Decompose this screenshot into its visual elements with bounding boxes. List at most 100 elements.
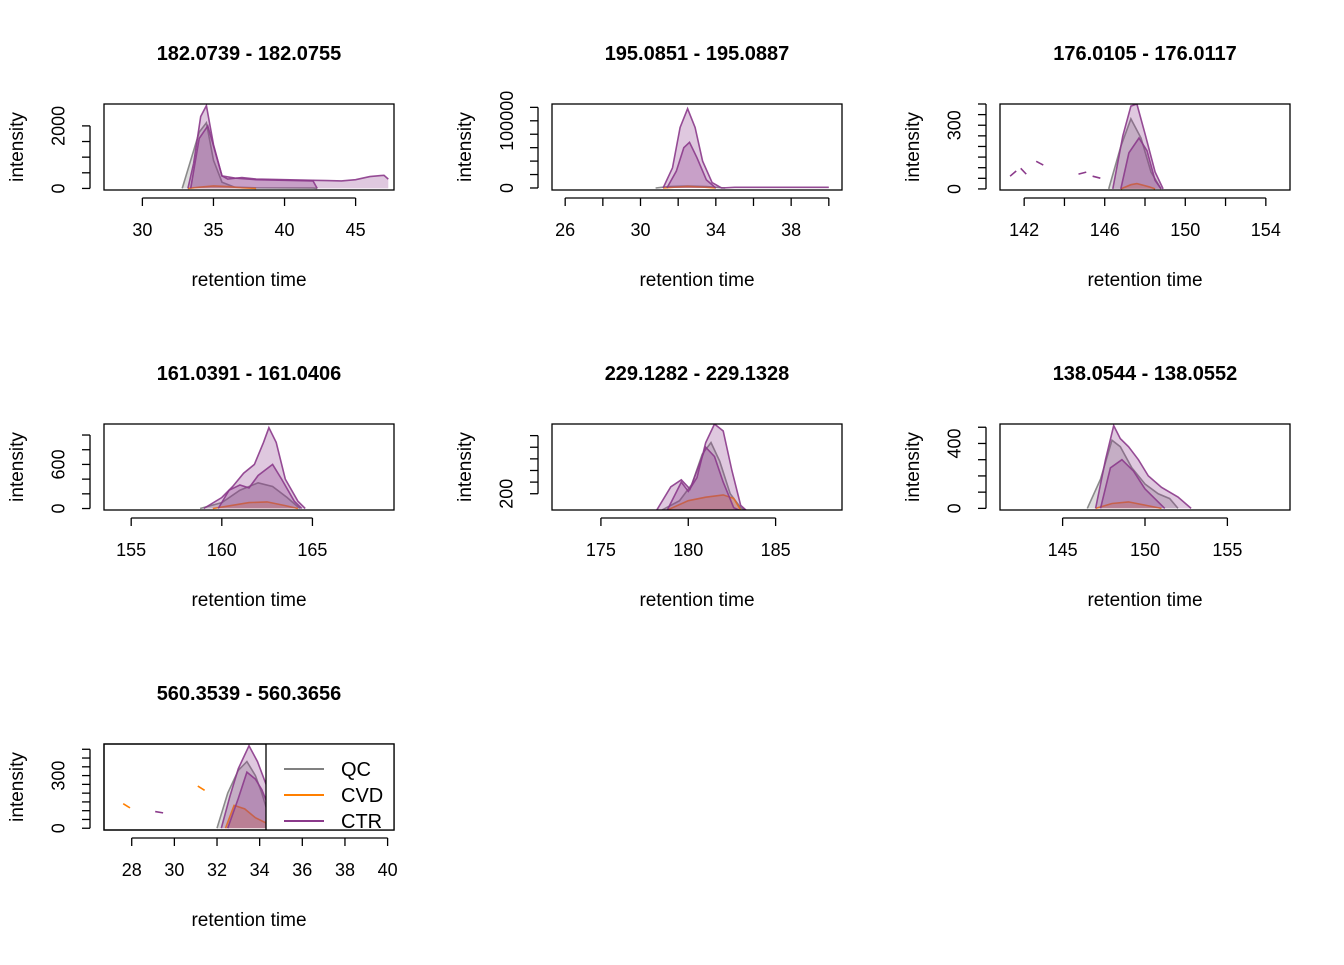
y-tick-label: 2000 — [49, 106, 69, 146]
y-tick-label: 0 — [49, 183, 69, 193]
plot-frame — [103, 103, 395, 191]
y-axis-label: intensity — [903, 432, 924, 502]
x-tick-label: 30 — [164, 860, 184, 880]
peak-line-ctr-4 — [217, 463, 303, 510]
x-tick-label: 26 — [555, 220, 575, 240]
plot-area — [656, 424, 747, 510]
x-tick-label: 185 — [761, 540, 791, 560]
chart-panel-1: 182.0739 - 182.0755 30 35 40 45 retention tim… — [7, 43, 395, 291]
plot-frame — [551, 423, 843, 511]
x-tick-label: 34 — [250, 860, 270, 880]
x-tick-label: 34 — [706, 220, 726, 240]
peak-line-ctr-4 — [1099, 458, 1166, 509]
peak-line-cvd-2 — [663, 185, 716, 189]
y-tick-label: 0 — [945, 503, 965, 513]
peak-line-qc-1 — [216, 760, 267, 829]
y-tick-label: 0 — [497, 183, 517, 193]
plot-frame — [999, 103, 1291, 191]
x-tick-label: 150 — [1170, 220, 1200, 240]
peak-line-ctr-4 — [226, 770, 267, 829]
y-tick-label: 300 — [945, 110, 965, 140]
chart-title: 138.0544 - 138.0552 — [1053, 363, 1238, 385]
y-axis-label: intensity — [7, 752, 28, 822]
x-tick-label: 180 — [673, 540, 703, 560]
plot-area — [1086, 424, 1192, 510]
x-axis-label: retention time — [191, 270, 306, 291]
chart-panel-5: 229.1282 - 229.1328 175 180 185 retention ti… — [455, 363, 843, 611]
plot-frame-overlay — [103, 743, 395, 831]
chart-panel-7: 560.3539 - 560.3656 28 30 32 34 36 38 40 retenti… — [7, 683, 398, 931]
peak-line-cvd-2 — [224, 804, 267, 829]
peak-line-ctr-3 — [220, 744, 267, 829]
dashed-trace-cvd-3 — [197, 785, 210, 795]
peak-line-ctr-4 — [656, 445, 740, 510]
x-tick-label: 32 — [207, 860, 227, 880]
chart-title: 229.1282 - 229.1328 — [605, 363, 790, 385]
peak-line-ctr-4 — [1120, 136, 1162, 190]
legend-background — [266, 744, 394, 830]
y-axis-label: intensity — [7, 112, 28, 182]
peak-line-cvd-2 — [187, 185, 257, 190]
peak-area-ctr-3 — [221, 745, 267, 829]
peak-area-cvd-2 — [225, 805, 267, 829]
chart-panel-3: 176.0105 - 176.0117 142 146 150 154 retention… — [903, 43, 1291, 291]
plot-area — [122, 744, 267, 829]
peak-line-cvd-2 — [1095, 501, 1162, 510]
peak-area-ctr-4 — [227, 772, 267, 829]
legend-label-qc: QC — [341, 759, 371, 781]
y-tick-label: 600 — [49, 449, 69, 479]
plot-area — [181, 104, 389, 190]
y-tick-label: 200 — [497, 479, 517, 509]
plot-area — [655, 106, 829, 189]
plot-area — [1009, 104, 1164, 190]
peak-area-qc-1 — [662, 442, 746, 510]
x-tick-label: 145 — [1048, 540, 1078, 560]
peak-area-qc-1 — [1108, 118, 1162, 189]
x-axis-label: retention time — [1087, 590, 1202, 611]
y-axis-label: intensity — [455, 112, 476, 182]
y-tick-label: 300 — [49, 761, 69, 791]
peak-line-ctr-3 — [662, 106, 829, 189]
x-tick-label: 38 — [335, 860, 355, 880]
peak-area-ctr-4 — [666, 142, 716, 188]
x-tick-label: 28 — [122, 860, 142, 880]
x-axis-label: retention time — [639, 270, 754, 291]
x-tick-label: 142 — [1009, 220, 1039, 240]
peak-area-ctr-4 — [218, 464, 302, 509]
dashed-trace-ctr-1 — [1009, 166, 1029, 177]
peak-area-ctr-3 — [187, 105, 389, 189]
chart-title: 560.3539 - 560.3656 — [157, 683, 342, 705]
peak-area-cvd-2 — [212, 501, 298, 509]
x-axis-label: retention time — [191, 910, 306, 931]
peak-area-ctr-3 — [1095, 425, 1192, 509]
peak-line-cvd-2 — [212, 501, 299, 510]
peak-area-ctr-4 — [1100, 459, 1165, 509]
chart-panel-2: 195.0851 - 195.0887 26 30 34 38 retention tim… — [455, 43, 843, 291]
peak-area-cvd-2 — [1120, 183, 1156, 189]
x-tick-label: 175 — [586, 540, 616, 560]
legend: QC CVD CTR — [103, 743, 395, 833]
chart-title: 176.0105 - 176.0117 — [1053, 43, 1237, 65]
dashed-trace-ctr-3 — [1078, 171, 1087, 175]
x-tick-label: 36 — [292, 860, 312, 880]
peak-area-cvd-2 — [667, 494, 741, 510]
y-tick-label: 0 — [49, 504, 69, 514]
dashed-trace-ctr-2 — [155, 810, 166, 815]
legend-label-ctr: CTR — [341, 811, 382, 833]
y-tick-label: 0 — [945, 184, 965, 194]
x-tick-label: 40 — [378, 860, 398, 880]
y-tick-label: 100000 — [497, 91, 517, 151]
x-tick-label: 45 — [346, 220, 366, 240]
chart-title: 195.0851 - 195.0887 — [605, 43, 790, 65]
x-tick-label: 38 — [781, 220, 801, 240]
peak-line-ctr-4 — [666, 140, 717, 189]
peak-area-ctr-3 — [203, 427, 306, 509]
peak-line-cvd-2 — [1120, 182, 1156, 190]
x-tick-label: 160 — [207, 540, 237, 560]
x-axis-label: retention time — [639, 590, 754, 611]
x-tick-label: 146 — [1090, 220, 1120, 240]
x-tick-label: 155 — [116, 540, 146, 560]
plot-frame — [999, 423, 1291, 511]
